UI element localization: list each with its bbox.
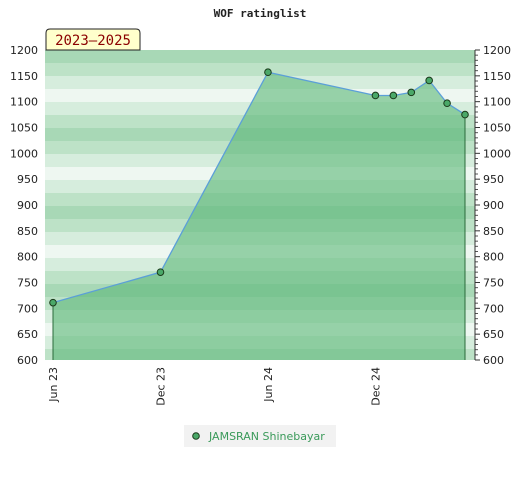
period-label-box <box>45 28 141 51</box>
y-tick-label-right: 1000 <box>483 147 511 160</box>
y-tick-label-left: 800 <box>17 251 38 264</box>
x-axis: Jun 23 Dec 23 Jun 24 Dec 24 <box>47 367 382 406</box>
y-tick-label-right: 600 <box>483 354 504 367</box>
data-point <box>461 110 469 119</box>
y-tick-label-right: 650 <box>483 328 504 341</box>
y-tick-label-right: 700 <box>483 302 504 315</box>
data-point <box>389 91 398 100</box>
y-tick-label-right: 950 <box>483 173 504 186</box>
period-label-text: 2023–2025 <box>55 33 131 49</box>
background-band <box>45 63 475 76</box>
data-point <box>371 91 380 100</box>
y-tick-label-right: 1050 <box>483 122 511 135</box>
data-point <box>156 268 165 276</box>
x-tick-label: Jun 24 <box>262 367 275 403</box>
y-tick-label-right: 1100 <box>483 96 511 109</box>
x-tick-label: Jun 23 <box>47 367 60 403</box>
y-tick-label-right: 750 <box>483 277 504 290</box>
legend-label: JAMSRAN Shinebayar <box>208 430 325 443</box>
y-tick-label-left: 700 <box>17 302 38 315</box>
y-tick-label-left: 600 <box>17 354 38 367</box>
period-label: 2023–2025 <box>45 28 141 51</box>
y-tick-label-left: 1050 <box>10 122 38 135</box>
y-tick-label-left: 1100 <box>10 96 38 109</box>
y-tick-label-left: 650 <box>17 328 38 341</box>
legend-background <box>184 425 336 447</box>
legend[interactable]: JAMSRAN Shinebayar <box>184 425 336 447</box>
data-point <box>264 68 272 77</box>
y-tick-label-left: 900 <box>17 199 38 212</box>
x-tick-label: Dec 24 <box>369 367 382 406</box>
legend-marker <box>192 432 200 440</box>
data-markers <box>49 68 469 307</box>
chart-title: WOF ratinglist <box>214 7 307 20</box>
y-tick-label-left: 750 <box>17 277 38 290</box>
data-point <box>443 99 451 108</box>
data-point <box>425 76 433 85</box>
background-band <box>45 50 475 63</box>
y-tick-label-right: 1150 <box>483 70 511 83</box>
y-axis-left: 600 650 700 750 800 850 900 950 1000 1050 1100 1150… <box>10 44 38 367</box>
data-point <box>49 298 57 307</box>
background-band <box>45 76 475 89</box>
y-tick-label-right: 800 <box>483 251 504 264</box>
x-tick-label: Dec 23 <box>154 367 167 406</box>
y-tick-label-right: 900 <box>483 199 504 212</box>
y-tick-label-left: 1150 <box>10 70 38 83</box>
y-tick-label-right: 850 <box>483 225 504 238</box>
series-area <box>53 72 465 360</box>
y-axis-right: 600 650 700 750 800 850 900 950 1000 1050 1100 1150… <box>474 44 511 367</box>
y-tick-label-left: 850 <box>17 225 38 238</box>
y-tick-label-left: 1200 <box>10 44 38 57</box>
y-tick-label-left: 950 <box>17 173 38 186</box>
y-tick-label-left: 1000 <box>10 147 38 160</box>
y-tick-label-right: 1200 <box>483 44 511 57</box>
data-point <box>407 88 416 97</box>
